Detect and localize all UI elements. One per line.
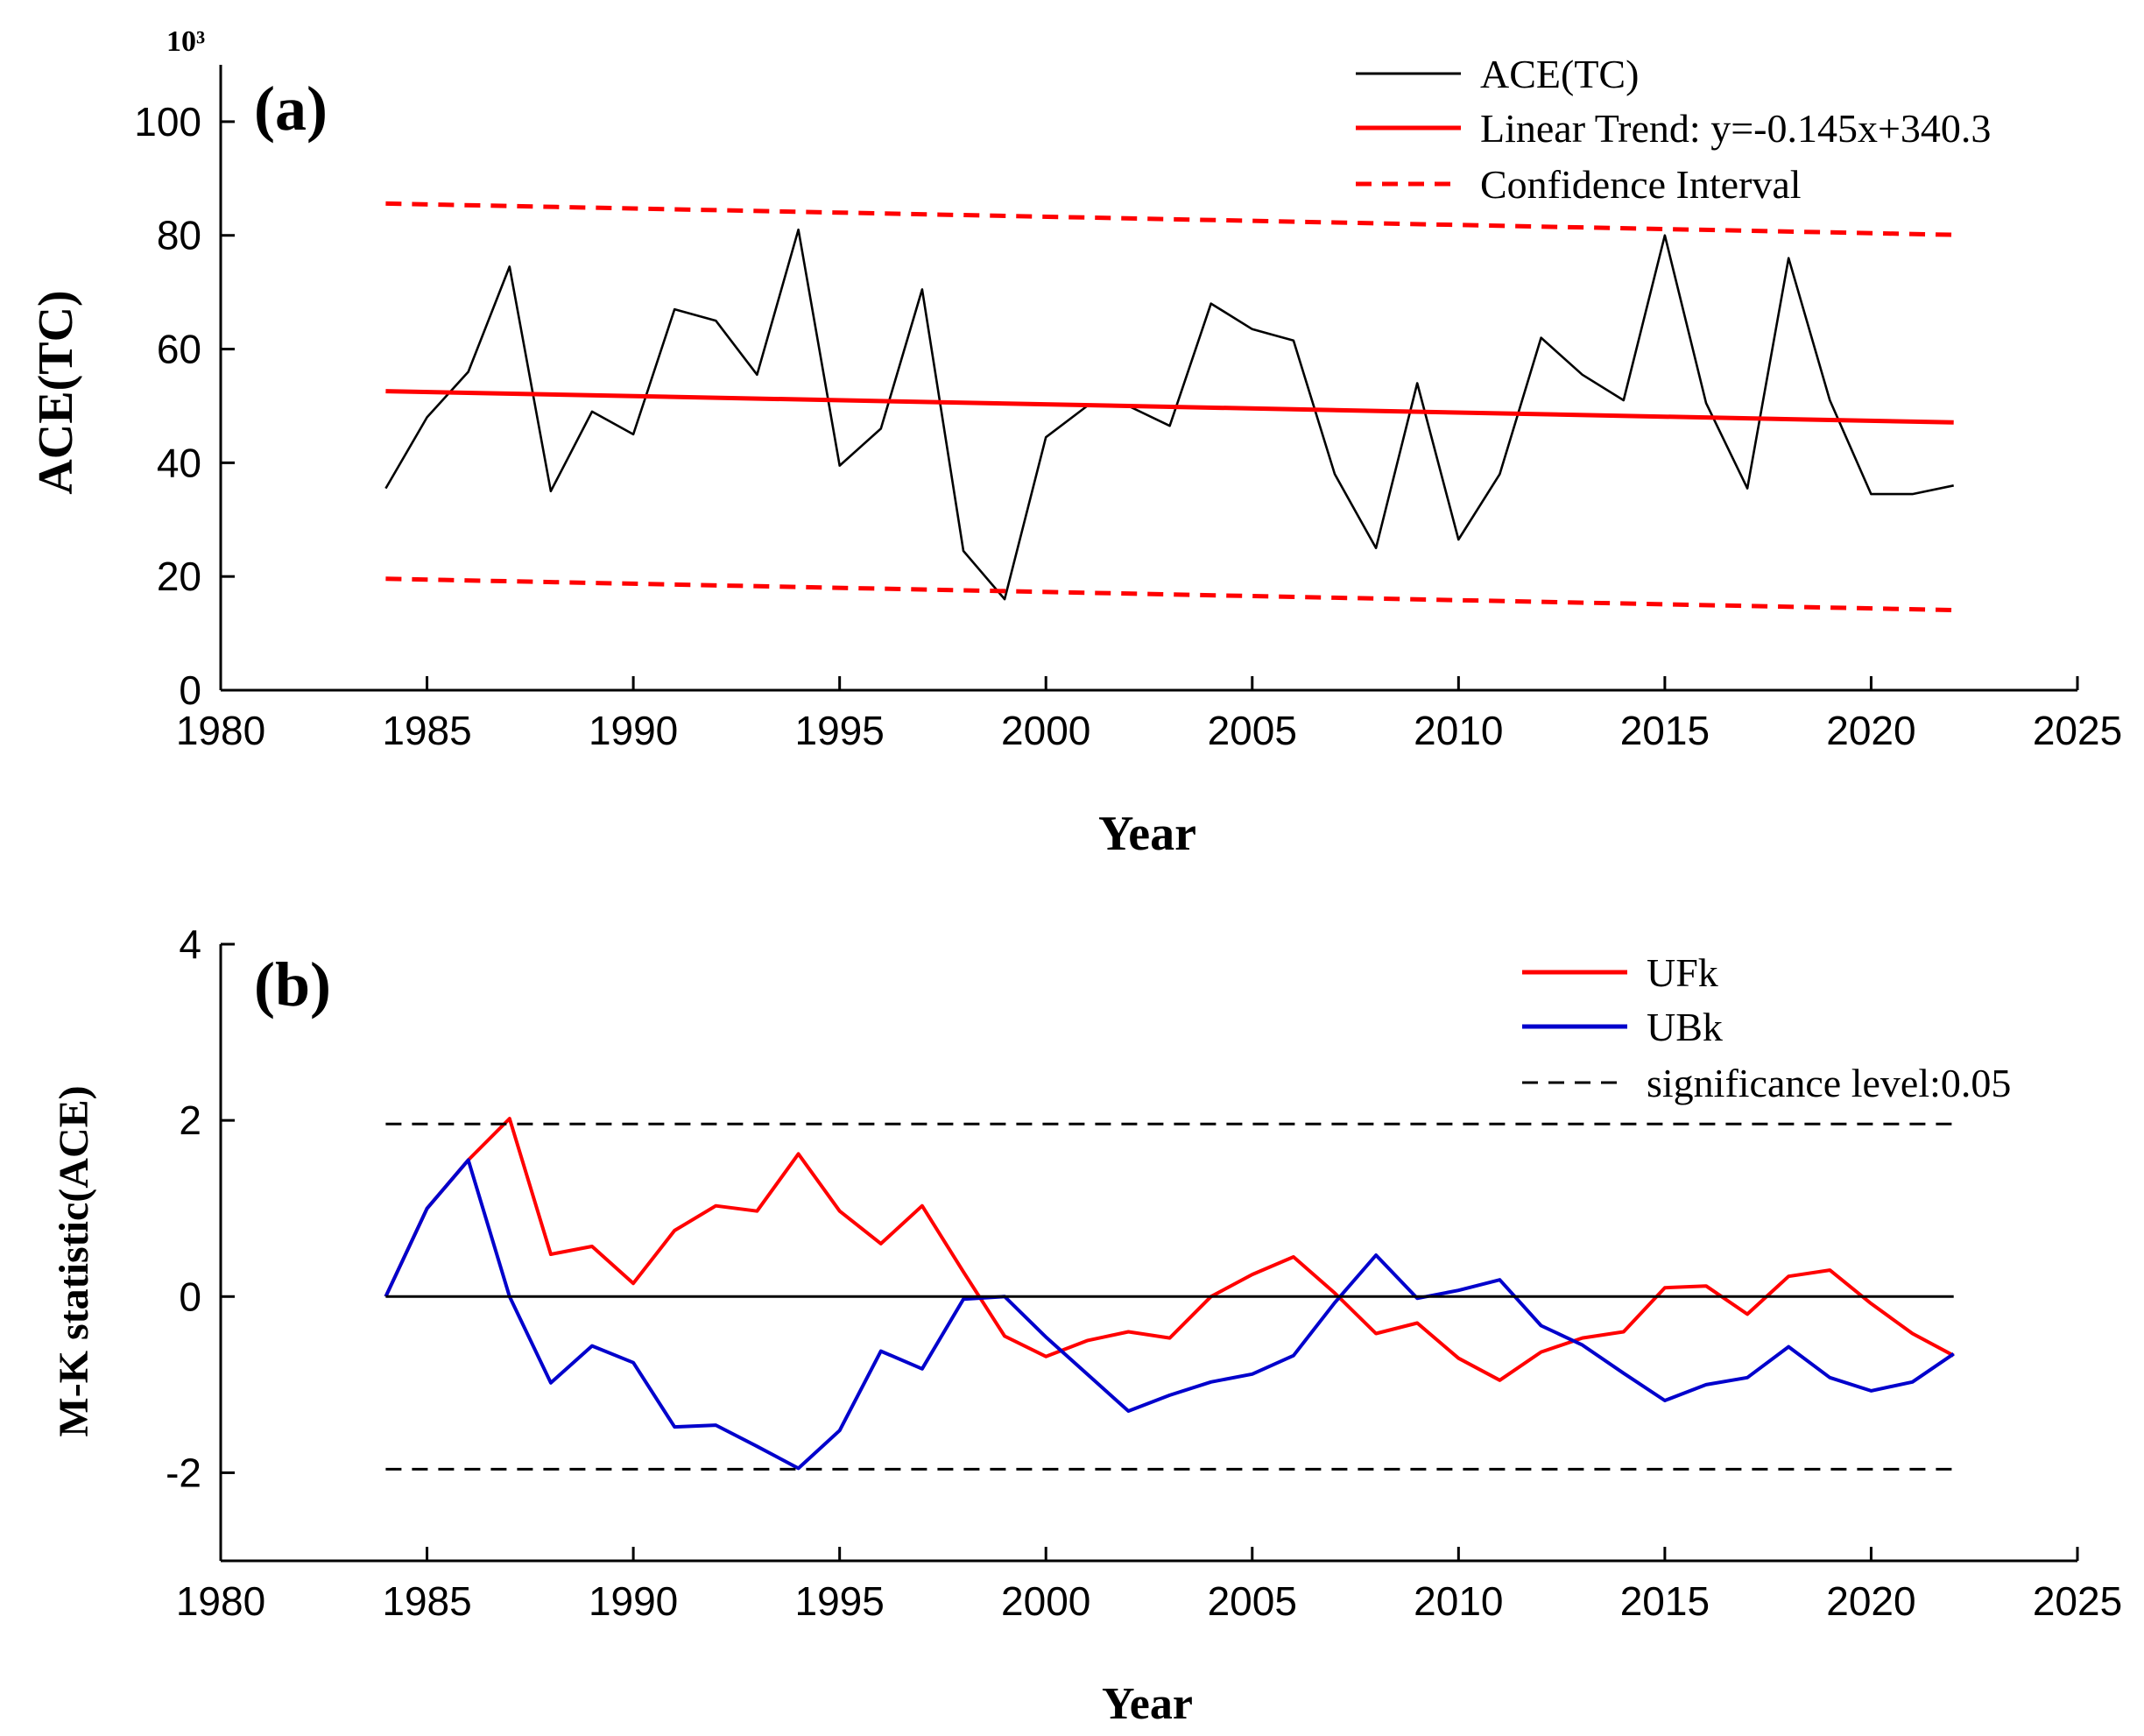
y-tick-label: 4	[179, 921, 201, 967]
x-tick-label: 2020	[1826, 708, 1915, 753]
x-tick-label: 2000	[1001, 1578, 1090, 1624]
panel-b-ylabel: M-K statistic(ACE)	[51, 1085, 97, 1436]
y-tick-label: 2	[179, 1097, 201, 1143]
x-tick-label: 2025	[2033, 1578, 2122, 1624]
x-tick-label: 2015	[1620, 708, 1710, 753]
legend-label-ci: Confidence Interval	[1480, 162, 1802, 207]
panel-a-axes	[219, 65, 2077, 692]
y-tick-label: 0	[179, 1274, 201, 1319]
x-tick-label: 1985	[382, 1578, 471, 1624]
x-tick-label: 2010	[1414, 708, 1503, 753]
panel-a-legend: ACE(TC) Linear Trend: y=-0.145x+340.3 Co…	[1356, 52, 1991, 207]
panel-a-xlabel: Year	[1098, 807, 1196, 861]
panel-b-label: (b)	[254, 949, 331, 1020]
panel-a-series	[384, 201, 1954, 612]
series-line-ace-tc	[384, 228, 1954, 601]
y-tick-label: 100	[134, 99, 201, 145]
panel-b-axes	[219, 944, 2077, 1563]
legend-label-sig: significance level:0.05	[1647, 1061, 2011, 1105]
x-tick-label: 1985	[382, 708, 471, 753]
x-tick-label: 2020	[1826, 1578, 1915, 1624]
panel-b-series	[384, 1117, 1955, 1471]
panel-b-xlabel: Year	[1102, 1679, 1193, 1729]
x-tick-label: 1990	[589, 708, 678, 753]
x-tick-label: 2005	[1208, 708, 1297, 753]
x-tick-label: 2025	[2033, 708, 2122, 753]
x-tick-label: 1995	[794, 1578, 884, 1624]
y-tick-label: 80	[157, 213, 201, 258]
panel-a-exponent: 10³	[166, 25, 205, 58]
series-line-linear-trend-y-0-145x-340-3	[385, 389, 1954, 425]
legend-label-ace: ACE(TC)	[1480, 52, 1639, 96]
x-tick-label: 1980	[176, 708, 265, 753]
y-tick-label: 40	[157, 440, 201, 485]
y-tick-label: -2	[166, 1450, 201, 1495]
legend-label-trend: Linear Trend: y=-0.145x+340.3	[1480, 106, 1991, 151]
legend-label-ubk: UBk	[1647, 1005, 1723, 1049]
panel-a-ticks: 1980 1985 1990 1995 2000 2005 2010 2015 2020 2025…	[134, 99, 2122, 753]
x-tick-label: 2005	[1208, 1578, 1297, 1624]
panel-b: 1980 1985 1990 1995 2000 2005 2010 2015 2020 2025…	[51, 921, 2122, 1729]
panel-a: 1980 1985 1990 1995 2000 2005 2010 2015 2020 2025…	[29, 25, 2122, 861]
series-line-ubk	[384, 1158, 1955, 1471]
x-tick-label: 1980	[176, 1578, 265, 1624]
panel-a-label: (a)	[254, 74, 328, 144]
panel-b-ticks: 1980 1985 1990 1995 2000 2005 2010 2015 2020 2025…	[166, 921, 2122, 1624]
x-tick-label: 2000	[1001, 708, 1090, 753]
legend-label-ufk: UFk	[1647, 950, 1718, 995]
y-tick-label: 60	[157, 327, 201, 372]
x-tick-label: 2010	[1414, 1578, 1503, 1624]
y-tick-label: 20	[157, 554, 201, 599]
panel-a-ylabel: ACE(TC)	[29, 290, 83, 494]
x-tick-label: 2015	[1620, 1578, 1710, 1624]
y-tick-label: 0	[179, 667, 201, 713]
series-line-ufk	[384, 1117, 1955, 1382]
panel-b-legend: UFk UBk significance level:0.05	[1522, 950, 2011, 1105]
x-tick-label: 1995	[794, 708, 884, 753]
x-tick-label: 1990	[589, 1578, 678, 1624]
